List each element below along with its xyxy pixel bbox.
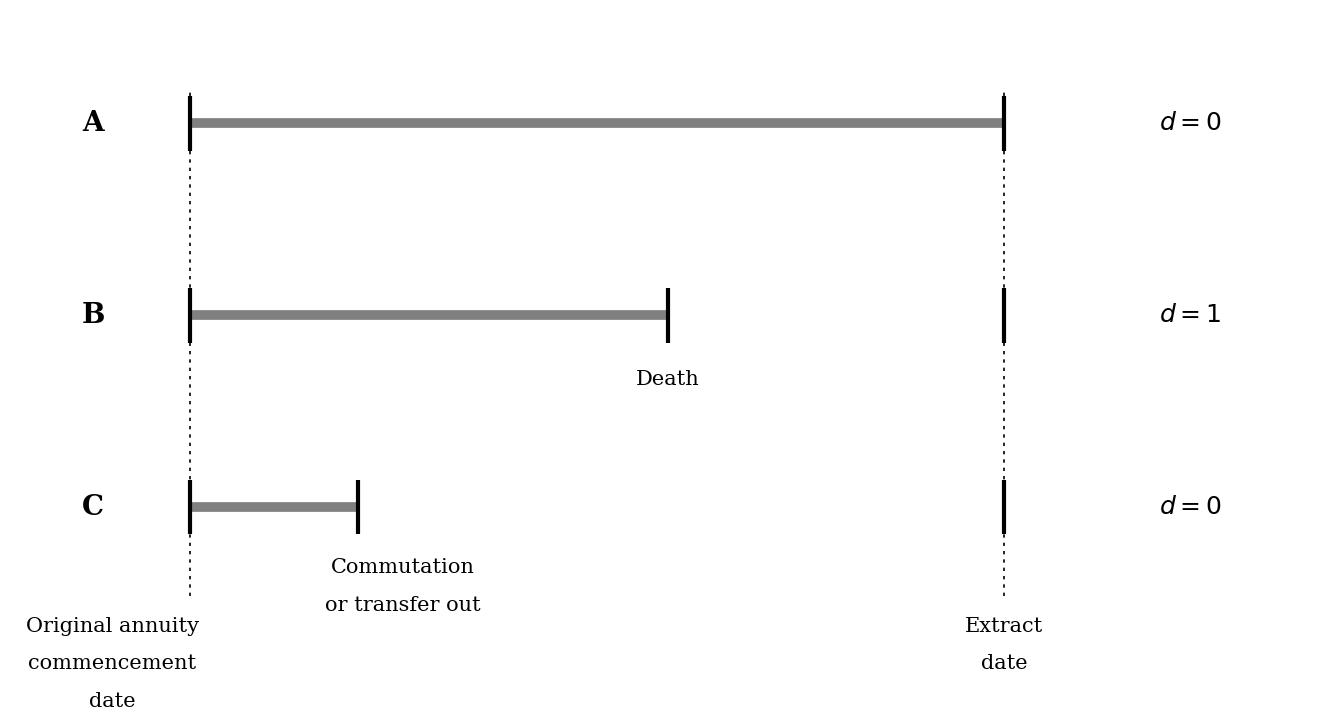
Text: $d=1$: $d=1$ bbox=[1159, 304, 1221, 327]
Text: date: date bbox=[980, 654, 1028, 673]
Text: $d=0$: $d=0$ bbox=[1159, 495, 1222, 518]
Text: or transfer out: or transfer out bbox=[325, 596, 481, 615]
Text: Death: Death bbox=[637, 370, 700, 389]
Text: Original annuity: Original annuity bbox=[25, 617, 199, 635]
Text: commencement: commencement bbox=[28, 654, 197, 673]
Text: $d=0$: $d=0$ bbox=[1159, 112, 1222, 135]
Text: A: A bbox=[82, 110, 104, 137]
Text: date: date bbox=[89, 692, 136, 711]
Text: C: C bbox=[82, 493, 104, 521]
Text: Commutation: Commutation bbox=[332, 559, 476, 577]
Text: Extract: Extract bbox=[964, 617, 1044, 635]
Text: B: B bbox=[81, 302, 104, 329]
